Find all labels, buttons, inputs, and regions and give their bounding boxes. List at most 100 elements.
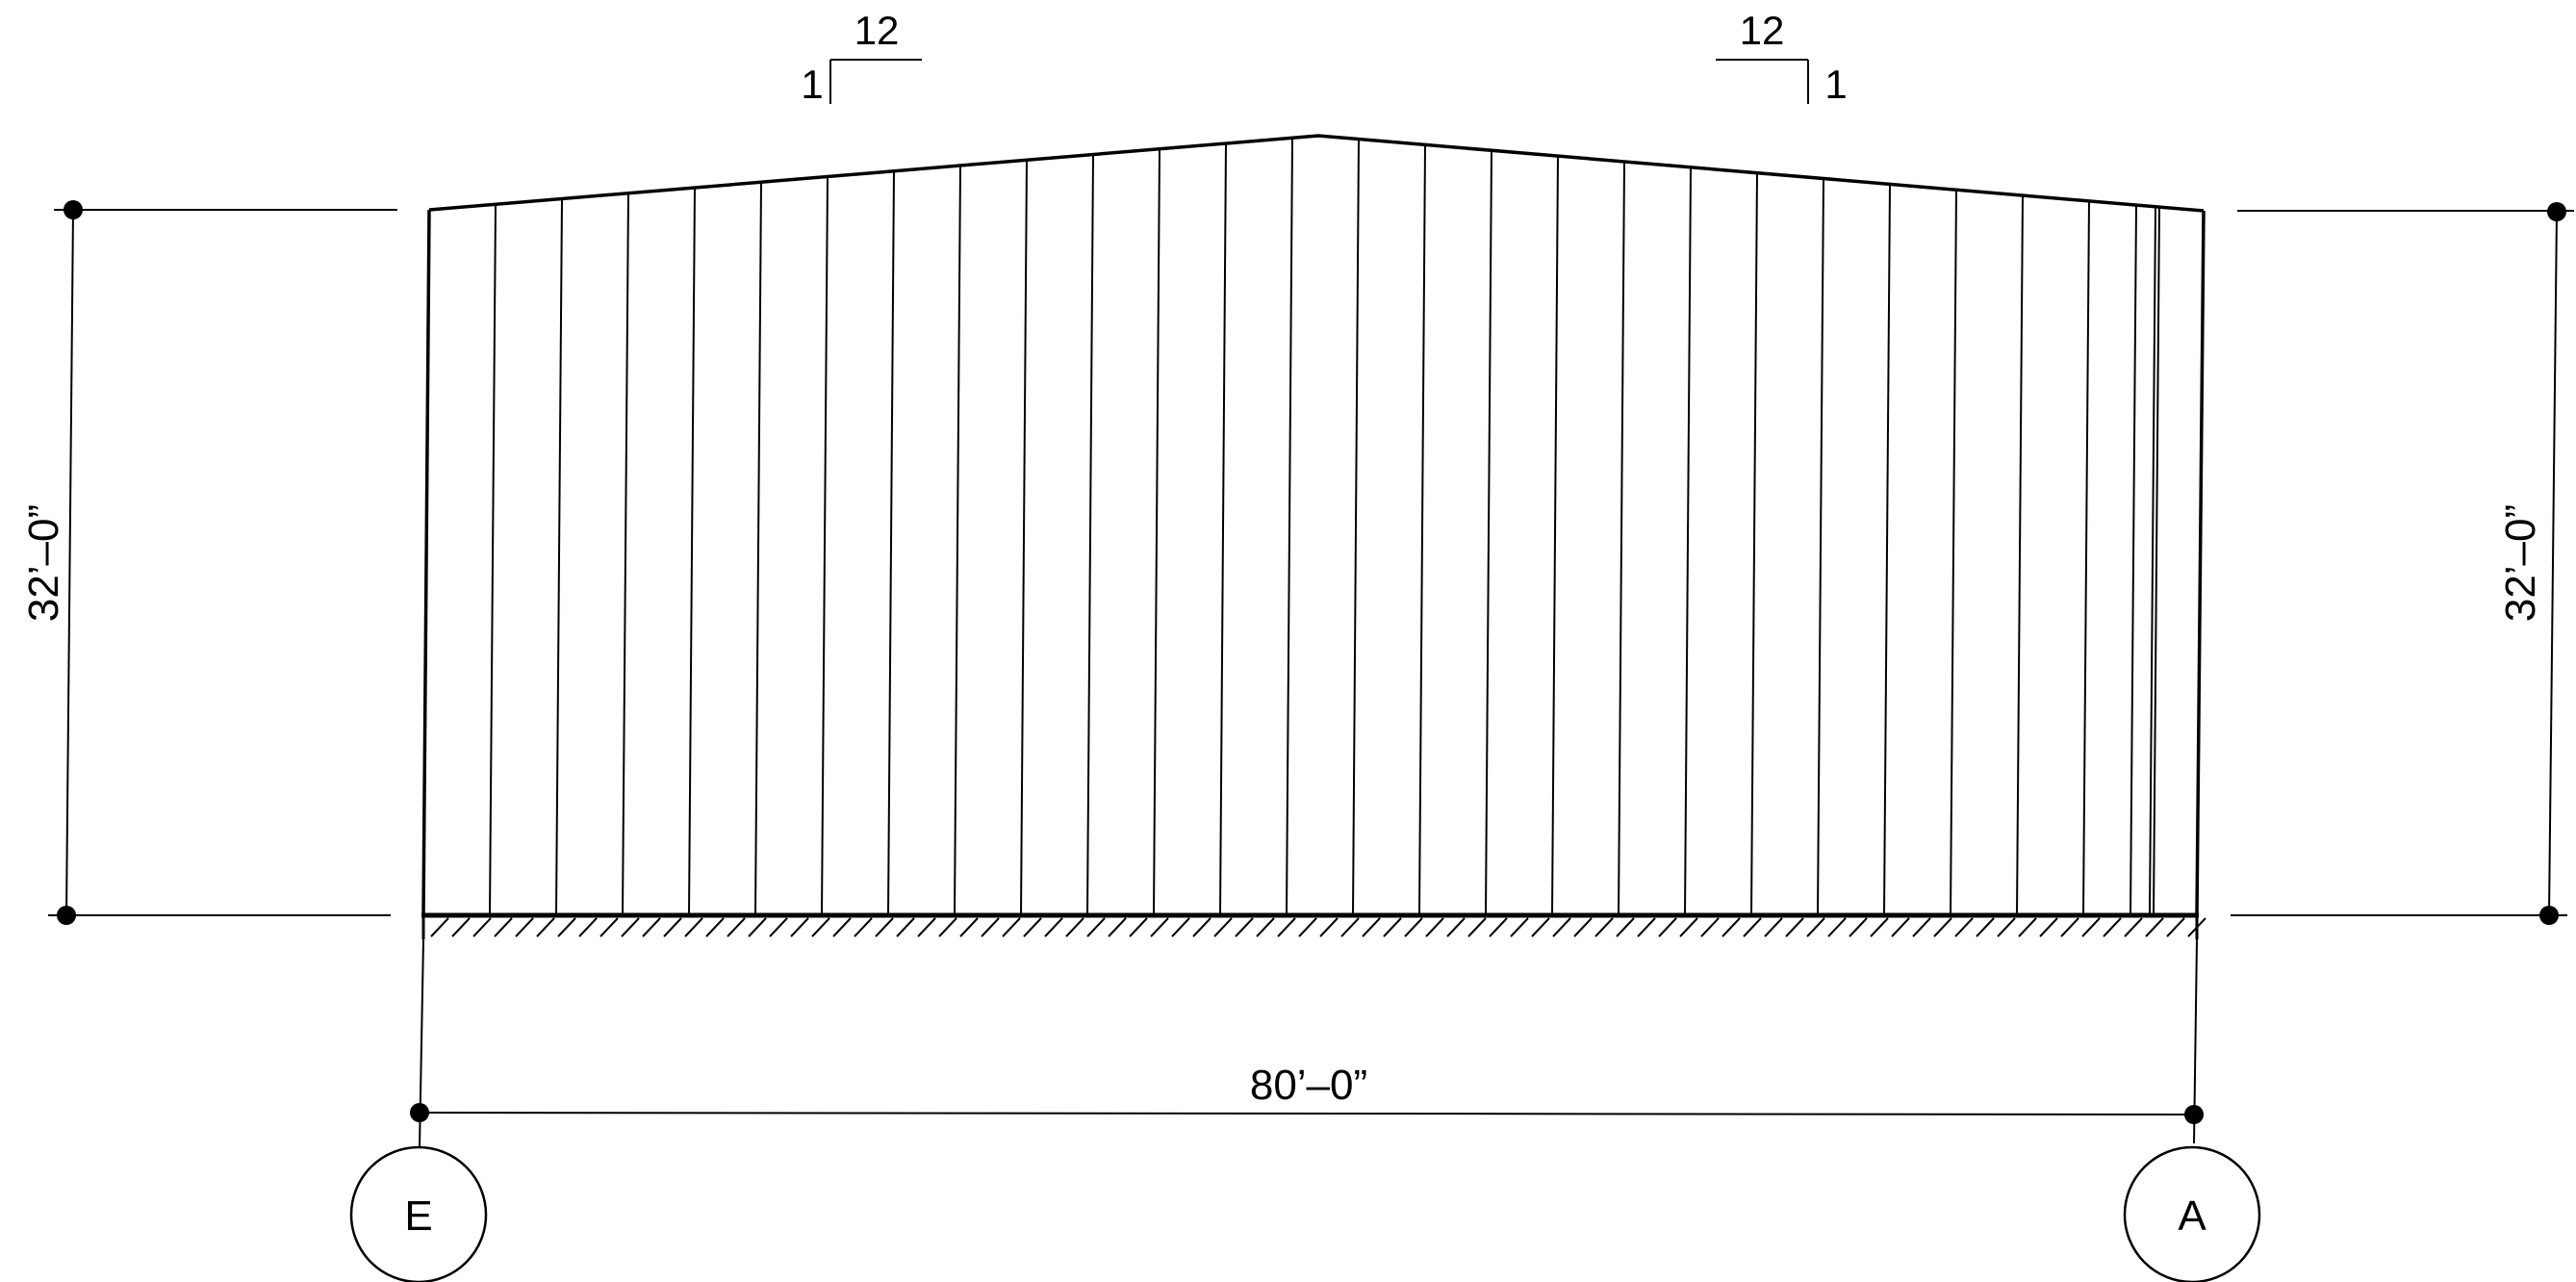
slope-indicator-left: 12 1 xyxy=(801,8,922,107)
ground-hatch-line xyxy=(1510,917,1529,937)
ground-hatch-line xyxy=(1362,917,1381,937)
roof-line xyxy=(428,134,2205,213)
ground-hatch-line xyxy=(1806,917,1825,937)
wall-panel-lines xyxy=(489,138,2160,916)
wall-panel-line xyxy=(1684,167,1692,916)
ground-hatch-line xyxy=(1298,917,1317,937)
ground-hatch-line xyxy=(1192,917,1211,937)
wall-panel-line xyxy=(622,192,629,916)
ground-hatch-line xyxy=(938,917,957,937)
slope-run-label-right: 12 xyxy=(1740,8,1785,53)
ground-hatch-line xyxy=(727,917,746,937)
ground-hatch-line xyxy=(642,917,661,937)
wall-panel-line xyxy=(1418,144,1426,916)
ground-hatch-line xyxy=(1277,917,1296,937)
wall-panel-line xyxy=(2149,205,2156,916)
ground-hatch-line xyxy=(811,917,830,937)
wall-panel-line xyxy=(1485,150,1492,916)
ground-hatch-line xyxy=(2081,917,2101,937)
ground-hatch-line xyxy=(1171,917,1190,937)
wall-panel-line xyxy=(2082,200,2090,916)
ground-hatch-line xyxy=(1976,917,1995,937)
wall-panel-line xyxy=(489,204,497,916)
wall-panel-line xyxy=(1750,172,1758,916)
ground-hatch-line xyxy=(981,917,1000,937)
ground-hatch-line xyxy=(494,917,513,937)
wall-panel-line xyxy=(1817,177,1824,916)
height-dimension-right: 32’–0” xyxy=(2231,202,2574,925)
ground-hatch-line xyxy=(599,917,619,937)
ground-hatch-line xyxy=(1108,917,1127,937)
ground-hatch-line xyxy=(1446,917,1466,937)
ground-hatch-line xyxy=(1489,917,1508,937)
building-outline xyxy=(421,134,2206,916)
wall-panel-line xyxy=(1286,138,1293,916)
grid-bubble-circle-right xyxy=(2123,1145,2261,1282)
ground-hatch-line xyxy=(1023,917,1042,937)
ground-hatch-line xyxy=(515,917,534,937)
ground-hatch-line xyxy=(1235,917,1254,937)
slope-indicator-right: 12 1 xyxy=(1716,8,1848,107)
wall-panel-line xyxy=(1352,139,1360,916)
ground-hatch-line xyxy=(1743,917,1762,937)
wall-panel-line xyxy=(2153,206,2160,916)
wall-panel-line xyxy=(1883,183,1891,916)
wall-panel-line xyxy=(1020,160,1028,916)
width-label: 80’–0” xyxy=(1250,1062,1367,1109)
wall-panel-line xyxy=(1618,161,1625,916)
ground-hatch-line xyxy=(875,917,894,937)
wall-panel-line xyxy=(821,176,829,916)
dimension-line-left xyxy=(65,209,74,916)
dimension-dot xyxy=(410,1103,429,1122)
ground-hatch-line xyxy=(896,917,915,937)
ground-hatch-line xyxy=(557,917,576,937)
right-wall-line xyxy=(2195,210,2206,916)
ground-hatch-line xyxy=(1785,917,1804,937)
wall-panel-line xyxy=(887,170,895,916)
height-label-left: 32’–0” xyxy=(20,504,67,622)
ground-hatch-line xyxy=(1340,917,1360,937)
ground-hatch-line xyxy=(451,917,471,937)
wall-panel-line xyxy=(1950,189,1957,916)
ground-hatch-line xyxy=(1552,917,1571,937)
ground-hatch-line xyxy=(832,917,852,937)
ground-hatch-line xyxy=(1531,917,1550,937)
ground xyxy=(421,912,2206,939)
ground-hatch-line xyxy=(1933,917,1952,937)
grid-bubble-label-left: E xyxy=(404,1192,432,1240)
ground-hatch-line xyxy=(1002,917,1021,937)
grid-bubble-left: E xyxy=(349,1145,488,1282)
ground-hatch-line xyxy=(2145,917,2164,937)
ground-hatch-line xyxy=(2103,917,2122,937)
ground-hatch-line xyxy=(1044,917,1063,937)
slope-rise-label-right: 1 xyxy=(1824,62,1847,107)
ground-hatch-line xyxy=(578,917,598,937)
ground-hatch-line xyxy=(1065,917,1084,937)
ground-hatch-line xyxy=(1912,917,1931,937)
ground-hatch-line xyxy=(705,917,725,937)
wall-panel-line xyxy=(2130,204,2137,916)
ground-hatch-line xyxy=(1594,917,1614,937)
wall-panel-line xyxy=(1219,142,1227,916)
ground-hatch-line xyxy=(959,917,979,937)
ground-hatch-line xyxy=(1997,917,2016,937)
ground-hatch-line xyxy=(1827,917,1847,937)
ground-hatch-line xyxy=(1129,917,1148,937)
slope-run-label-left: 12 xyxy=(854,8,900,53)
wall-panel-line xyxy=(2016,194,2024,916)
left-wall-line xyxy=(421,209,431,916)
ground-hatch-line xyxy=(748,917,767,937)
ground-hatch-line xyxy=(2060,917,2079,937)
dimension-dot xyxy=(2184,1105,2204,1124)
height-dimension-left: 32’–0” xyxy=(20,200,397,925)
ground-hatch-line xyxy=(1637,917,1656,937)
ground-hatch-line xyxy=(2018,917,2037,937)
height-label-right: 32’–0” xyxy=(2497,504,2544,622)
dimension-dot xyxy=(2539,906,2559,925)
dimension-dot xyxy=(2547,202,2566,221)
dimension-line-bottom xyxy=(419,1112,2195,1115)
ground-hatch-line xyxy=(1383,917,1402,937)
wall-panel-line xyxy=(555,198,563,916)
dimension-dot xyxy=(57,906,76,925)
